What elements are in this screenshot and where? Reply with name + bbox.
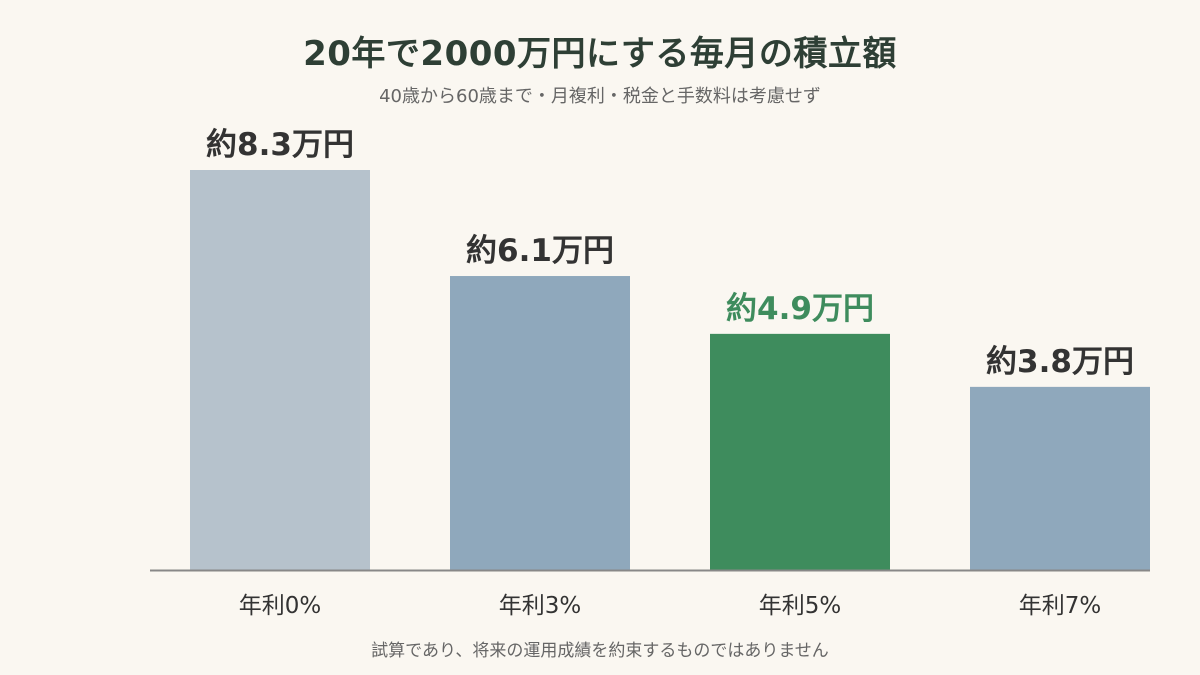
x-tick-label-2: 年利5%: [759, 593, 842, 619]
bar-3: [970, 386, 1150, 570]
data-label-3: 約3.8万円: [986, 344, 1134, 380]
bar-0: [190, 170, 370, 570]
data-label-1: 約6.1万円: [466, 233, 614, 269]
x-tick-label-3: 年利7%: [1019, 593, 1102, 619]
chart-footnote: 試算であり、将来の運用成績を約束するものではありません: [371, 641, 829, 661]
data-label-0: 約8.3万円: [206, 127, 354, 163]
bar-2: [710, 333, 890, 570]
chart-title: 20年で2000万円にする毎月の積立額: [303, 34, 897, 74]
chart-subtitle: 40歳から60歳まで・月複利・税金と手数料は考慮せず: [379, 86, 821, 107]
data-label-2: 約4.9万円: [726, 291, 874, 327]
bar-1: [450, 276, 630, 570]
x-tick-label-0: 年利0%: [239, 593, 322, 619]
x-tick-label-1: 年利3%: [499, 593, 582, 619]
